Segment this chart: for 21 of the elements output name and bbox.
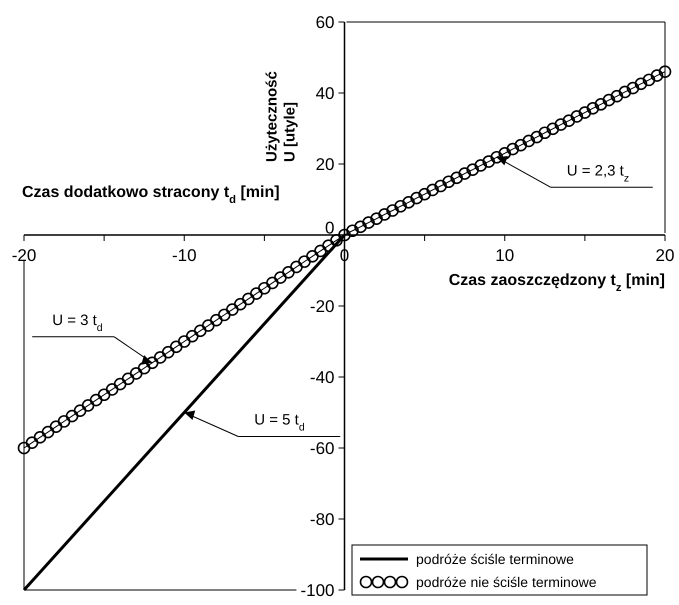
y-tick-label: -20 <box>310 297 334 316</box>
y-tick-label: -80 <box>310 510 334 529</box>
legend-label: podróże nie ściśle terminowe <box>416 574 597 590</box>
x-tick-label: 20 <box>656 246 674 265</box>
x-tick-label: 10 <box>495 246 514 265</box>
y-tick-label: -40 <box>310 368 334 387</box>
x-tick-label: -20 <box>12 246 36 265</box>
y-axis-title: Użyteczność U [utyle] <box>264 71 298 162</box>
x-tick-label: -10 <box>172 246 197 265</box>
x-axis-title: Czas zaoszczędzony t$_{z}$ [min] <box>448 272 665 294</box>
annotation: U = 3 t$_{d}$ <box>52 312 103 334</box>
y-tick-label: 0 <box>325 218 334 238</box>
legend-label: podróże ściśle terminowe <box>416 551 574 567</box>
y-tick-label: 20 <box>316 155 334 174</box>
y-tick-label: 60 <box>316 13 334 32</box>
y-tick-label: -100 <box>300 581 334 600</box>
y-tick-label: -60 <box>310 439 334 458</box>
annotation: U = 5 t$_{d}$ <box>254 412 305 434</box>
annotation: Czas dodatkowo stracony t$_{d}$ [min] <box>22 184 280 206</box>
y-tick-label: 40 <box>316 84 334 103</box>
annotation: U = 2,3 t$_{z}$ <box>566 162 630 184</box>
